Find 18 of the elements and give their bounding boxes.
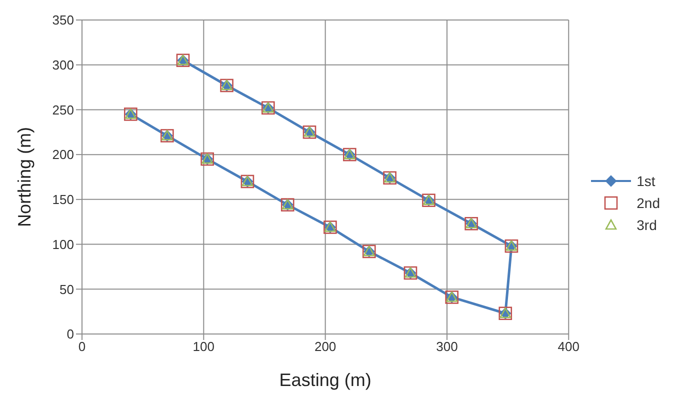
y-tick-label: 0: [66, 326, 74, 342]
y-tick-label: 150: [52, 192, 74, 208]
x-tick-label: 400: [558, 339, 580, 354]
legend-label: 3rd: [636, 217, 657, 233]
y-tick-label: 300: [52, 57, 74, 72]
y-tick-label: 50: [60, 282, 74, 297]
y-tick-label: 200: [52, 147, 74, 162]
x-axis-title: Easting (m): [279, 370, 372, 390]
x-tick-label: 300: [436, 339, 458, 354]
x-tick-label: 100: [192, 339, 215, 354]
y-tick-label: 250: [52, 102, 74, 118]
y-axis-title: Northing (m): [14, 126, 34, 228]
x-tick-label: 0: [78, 339, 86, 354]
legend-label: 1st: [636, 173, 656, 189]
y-tick-label: 100: [52, 236, 74, 252]
y-tick-label: 350: [52, 12, 74, 28]
x-tick-label: 200: [314, 339, 336, 354]
legend-label: 2nd: [636, 195, 660, 211]
